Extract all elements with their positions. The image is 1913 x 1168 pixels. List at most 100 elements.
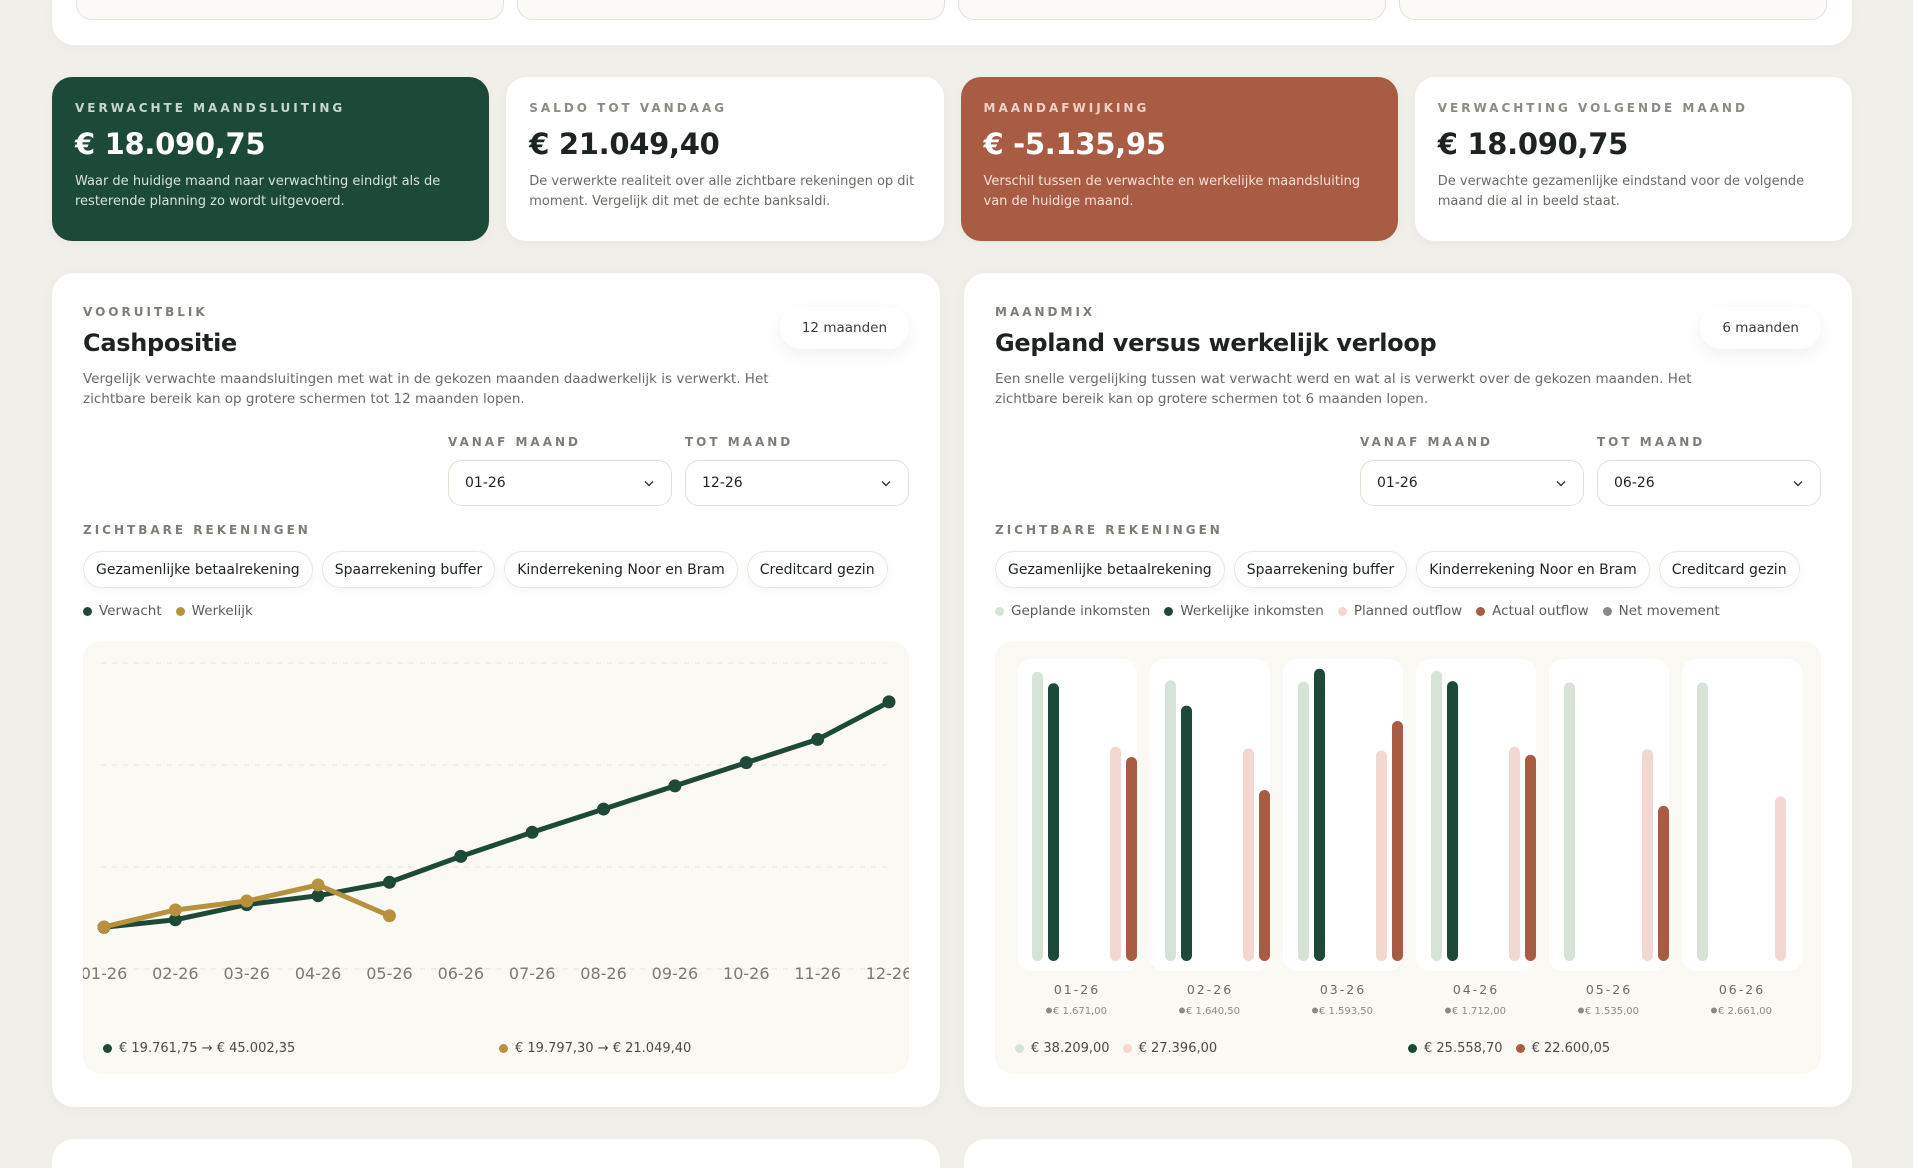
- legend-dot: [1476, 606, 1486, 616]
- accounts-label: ZICHTBARE REKENINGEN: [995, 523, 1223, 537]
- net-movement-label: € 2.661,00: [1718, 1006, 1772, 1017]
- bar-planned-outflow: [1376, 750, 1387, 961]
- line-chart-svg: 01-26 02-26 03-26 04-26 05-26 06-26 07-26 08-26…: [83, 662, 909, 983]
- bar-actual-income: [1447, 681, 1458, 961]
- from-month-select[interactable]: 01-26: [1360, 460, 1584, 506]
- cash-position-panel: VOORUITBLIK Cashpositie Vergelijk verwac…: [52, 273, 940, 1107]
- from-month-group: VANAF MAAND 01-26: [448, 435, 672, 506]
- x-tick-label: 10-26: [723, 964, 770, 983]
- to-month-value: 12-26: [702, 475, 743, 491]
- summary-actual: € 19.797,30 → € 21.049,40: [499, 1041, 691, 1056]
- summary-dot: [1515, 1044, 1525, 1053]
- to-month-value: 06-26: [1614, 475, 1655, 491]
- bar-planned-income: [1564, 682, 1575, 961]
- summary-dot: [1122, 1044, 1132, 1053]
- bar-group-bg: [1416, 659, 1536, 971]
- net-movement-dot: [1711, 1007, 1717, 1014]
- panel-description: Een snelle vergelijking tussen wat verwa…: [995, 371, 1692, 407]
- bar-actual-income: [1181, 705, 1192, 961]
- legend-dot: [1164, 606, 1174, 616]
- legend-item-planned-income: Geplande inkomsten: [995, 603, 1150, 619]
- data-point-actual: [311, 878, 325, 892]
- bar-planned-outflow: [1642, 749, 1653, 961]
- net-movement-label: € 1.640,50: [1186, 1006, 1240, 1017]
- bar-planned-outflow: [1775, 796, 1786, 961]
- stat-eyebrow: VERWACHTE MAANDSLUITING: [75, 101, 346, 115]
- x-tick-label: 03-26: [223, 964, 270, 983]
- x-tick-label: 04-26: [295, 964, 342, 983]
- panel-title: Gepland versus werkelijk verloop: [995, 329, 1437, 357]
- net-movement-dot: [1046, 1007, 1052, 1014]
- bar-planned-income: [1431, 670, 1442, 961]
- legend-dot: [83, 606, 92, 616]
- to-month-label: TOT MAAND: [1597, 435, 1706, 449]
- account-chip[interactable]: Kinderrekening Noor en Bram: [1416, 551, 1650, 588]
- range-badge[interactable]: 6 maanden: [1700, 307, 1821, 349]
- bar-group-bg: [1017, 659, 1137, 971]
- x-tick-label: 08-26: [580, 964, 627, 983]
- account-chips: Gezamenlijke betaalrekening Spaarrekenin…: [995, 551, 1800, 588]
- legend-item-actual-income: Werkelijke inkomsten: [1164, 603, 1324, 619]
- chart-legend: Geplande inkomsten Werkelijke inkomsten …: [995, 603, 1720, 619]
- account-chip[interactable]: Creditcard gezin: [746, 551, 888, 588]
- data-point-expected: [311, 889, 325, 903]
- filter-strip: [52, 0, 1852, 45]
- to-month-label: TOT MAAND: [685, 435, 794, 449]
- summary-expected-value: € 19.761,75 → € 45.002,35: [119, 1041, 296, 1056]
- account-chip[interactable]: Gezamenlijke betaalrekening: [995, 551, 1225, 588]
- bar-actual-outflow: [1126, 757, 1137, 961]
- range-badge[interactable]: 12 maanden: [779, 307, 909, 349]
- bar-planned-income: [1697, 682, 1708, 961]
- to-month-group: TOT MAAND 12-26: [685, 435, 909, 506]
- legend-item-actual-outflow: Actual outflow: [1476, 603, 1589, 619]
- x-tick-label: 06-26: [1719, 982, 1765, 997]
- filter-field[interactable]: [1399, 0, 1827, 20]
- x-tick-label: 01-26: [83, 964, 127, 983]
- legend-item-expected: Verwacht: [83, 603, 162, 619]
- account-chip[interactable]: Spaarrekening buffer: [1233, 551, 1408, 588]
- legend-item-actual: Werkelijk: [175, 603, 253, 619]
- stat-amount: € 21.049,40: [529, 127, 720, 161]
- bar-planned-income: [1032, 671, 1043, 961]
- accounts-label: ZICHTBARE REKENINGEN: [83, 523, 311, 537]
- to-month-select[interactable]: 12-26: [685, 460, 909, 506]
- data-point-expected: [168, 913, 182, 927]
- legend-label: Net movement: [1618, 603, 1720, 619]
- summary-actual: € 25.558,70 € 22.600,05: [1408, 1041, 1610, 1056]
- filter-field[interactable]: [958, 0, 1386, 20]
- bar-planned-outflow: [1509, 746, 1520, 961]
- net-movement-label: € 1.671,00: [1053, 1006, 1107, 1017]
- account-chips: Gezamenlijke betaalrekening Spaarrekenin…: [83, 551, 888, 588]
- filter-field[interactable]: [517, 0, 945, 20]
- stat-eyebrow: VERWACHTING VOLGENDE MAAND: [1437, 101, 1748, 115]
- data-point-expected: [668, 779, 682, 793]
- net-movement-label: € 1.593,50: [1319, 1006, 1373, 1017]
- chevron-down-icon: [881, 478, 891, 488]
- bar-actual-outflow: [1525, 754, 1536, 961]
- bar-planned-income: [1298, 681, 1309, 961]
- to-month-group: TOT MAAND 06-26: [1597, 435, 1821, 506]
- stat-description: De verwachte gezamenlijke eindstand voor…: [1437, 174, 1805, 209]
- data-point-actual: [168, 903, 182, 917]
- account-chip[interactable]: Kinderrekening Noor en Bram: [504, 551, 738, 588]
- legend-label: Verwacht: [99, 603, 162, 619]
- bar-actual-income: [1048, 683, 1059, 961]
- data-point-actual: [240, 894, 254, 908]
- month-range-selects: VANAF MAAND 01-26 TOT MAAND 12-26: [448, 435, 909, 506]
- x-tick-label: 06-26: [438, 964, 485, 983]
- account-chip[interactable]: Creditcard gezin: [1658, 551, 1800, 588]
- panel-description: Vergelijk verwachte maandsluitingen met …: [83, 371, 769, 407]
- chevron-down-icon: [644, 478, 654, 488]
- account-chip[interactable]: Spaarrekening buffer: [321, 551, 496, 588]
- account-chip[interactable]: Gezamenlijke betaalrekening: [83, 551, 313, 588]
- data-point-expected: [882, 695, 896, 709]
- stat-amount: € 18.090,75: [1437, 127, 1629, 161]
- to-month-select[interactable]: 06-26: [1597, 460, 1821, 506]
- summary-dot: [499, 1044, 508, 1053]
- from-month-select[interactable]: 01-26: [448, 460, 672, 506]
- summary-dot: [103, 1044, 112, 1053]
- net-movement-dot: [1445, 1007, 1451, 1014]
- x-tick-label: 07-26: [509, 964, 556, 983]
- filter-field[interactable]: [76, 0, 504, 20]
- legend-dot: [175, 606, 185, 616]
